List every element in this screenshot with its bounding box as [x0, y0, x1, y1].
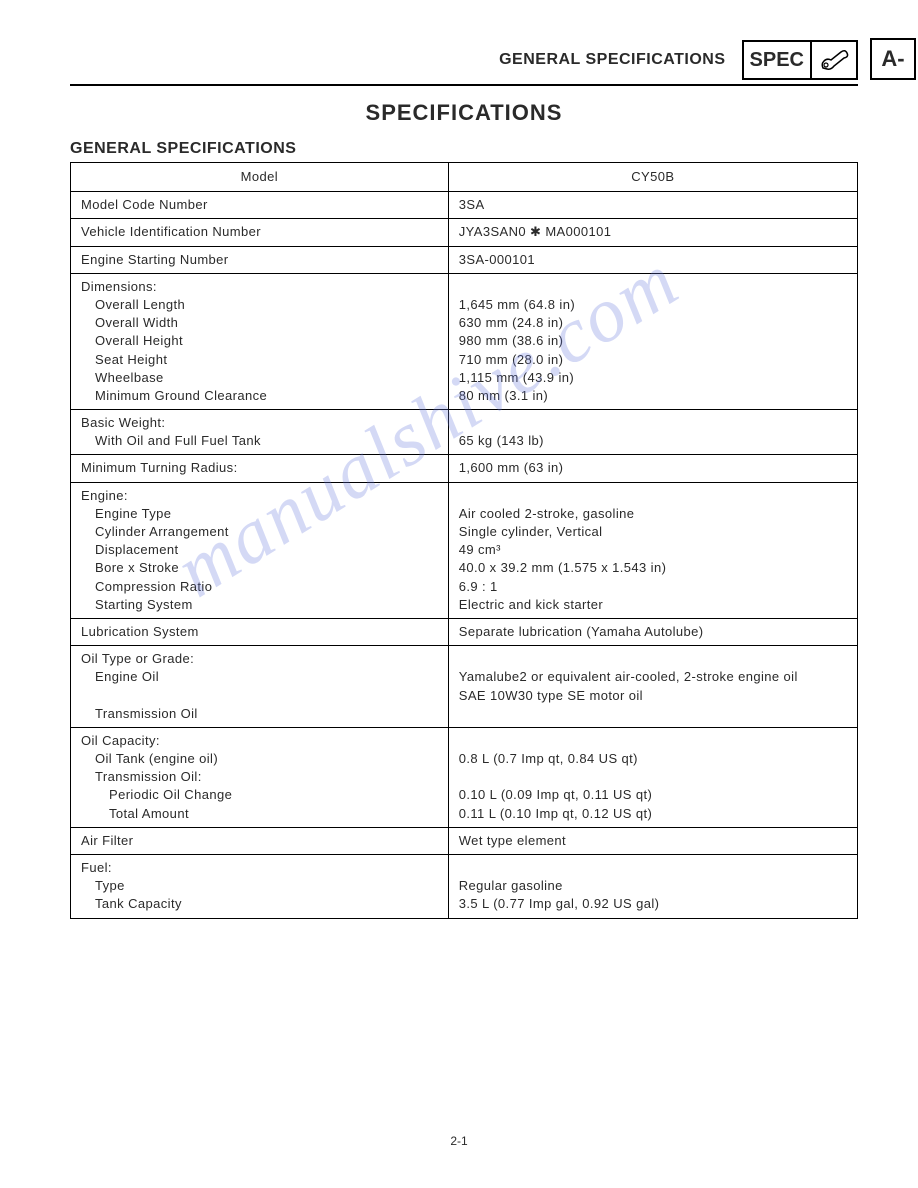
- sub-label: Compression Ratio: [81, 578, 438, 596]
- cell-value: 3SA: [448, 192, 857, 219]
- sub-label: Seat Height: [81, 351, 438, 369]
- table-row: Minimum Turning Radius: 1,600 mm (63 in): [71, 455, 858, 482]
- col-header-value: CY50B: [448, 163, 857, 192]
- col-header-model: Model: [71, 163, 449, 192]
- table-row-fuel: Fuel: Type Tank Capacity Regular gasolin…: [71, 855, 858, 919]
- sub-label: Tank Capacity: [81, 895, 438, 913]
- cell-value: 0.8 L (0.7 Imp qt, 0.84 US qt) 0.10 L (0…: [448, 727, 857, 827]
- sub-value: 0.10 L (0.09 Imp qt, 0.11 US qt): [459, 786, 847, 804]
- sub-label: Periodic Oil Change: [81, 786, 438, 804]
- group-header: Oil Capacity:: [81, 733, 160, 748]
- sub-value: 1,645 mm (64.8 in): [459, 296, 847, 314]
- sub-value: 49 cm³: [459, 541, 847, 559]
- cell-label: Minimum Turning Radius:: [71, 455, 449, 482]
- sub-label: Wheelbase: [81, 369, 438, 387]
- sub-value: 980 mm (38.6 in): [459, 332, 847, 350]
- sub-value: Regular gasoline: [459, 877, 847, 895]
- sub-value: 6.9 : 1: [459, 578, 847, 596]
- cell-label: Air Filter: [71, 827, 449, 854]
- cell-value: 1,600 mm (63 in): [448, 455, 857, 482]
- cell-value: 3SA-000101: [448, 246, 857, 273]
- sub-label: Overall Length: [81, 296, 438, 314]
- sub-value: 710 mm (28.0 in): [459, 351, 847, 369]
- sub-label: Displacement: [81, 541, 438, 559]
- cell-value: JYA3SAN0 ✱ MA000101: [448, 219, 857, 246]
- sub-value: SAE 10W30 type SE motor oil: [459, 687, 847, 705]
- sub-value: 1,115 mm (43.9 in): [459, 369, 847, 387]
- sub-value: 80 mm (3.1 in): [459, 387, 847, 405]
- sub-label: Transmission Oil:: [81, 768, 438, 786]
- cell-value: Wet type element: [448, 827, 857, 854]
- cell-value: 1,645 mm (64.8 in) 630 mm (24.8 in) 980 …: [448, 273, 857, 409]
- page-number: 2-1: [0, 1134, 918, 1148]
- table-row: Air Filter Wet type element: [71, 827, 858, 854]
- table-row-oil-capacity: Oil Capacity: Oil Tank (engine oil) Tran…: [71, 727, 858, 827]
- sub-label: Bore x Stroke: [81, 559, 438, 577]
- sub-label: With Oil and Full Fuel Tank: [81, 432, 438, 450]
- sub-value: Air cooled 2-stroke, gasoline: [459, 505, 847, 523]
- table-row-oil-type: Oil Type or Grade: Engine Oil Transmissi…: [71, 646, 858, 728]
- table-row: Model Code Number 3SA: [71, 192, 858, 219]
- cell-value: Separate lubrication (Yamaha Autolube): [448, 618, 857, 645]
- sub-label: Engine Oil: [81, 668, 438, 686]
- cell-label: Lubrication System: [71, 618, 449, 645]
- sub-label: Cylinder Arrangement: [81, 523, 438, 541]
- sub-value: 0.11 L (0.10 Imp qt, 0.12 US qt): [459, 805, 847, 823]
- sub-value: 630 mm (24.8 in): [459, 314, 847, 332]
- table-row: Engine Starting Number 3SA-000101: [71, 246, 858, 273]
- sub-value: Yamalube2 or equivalent air-cooled, 2-st…: [459, 668, 847, 686]
- cell-value: 65 kg (143 lb): [448, 410, 857, 455]
- cell-label: Oil Type or Grade: Engine Oil Transmissi…: [71, 646, 449, 728]
- sub-value: 40.0 x 39.2 mm (1.575 x 1.543 in): [459, 559, 847, 577]
- sub-label: Oil Tank (engine oil): [81, 750, 438, 768]
- cell-label: Oil Capacity: Oil Tank (engine oil) Tran…: [71, 727, 449, 827]
- sub-label: Minimum Ground Clearance: [81, 387, 438, 405]
- spec-box: SPEC: [742, 40, 858, 80]
- sub-value: 0.8 L (0.7 Imp qt, 0.84 US qt): [459, 750, 847, 768]
- sub-label: Overall Width: [81, 314, 438, 332]
- sub-label: Total Amount: [81, 805, 438, 823]
- sub-label: Overall Height: [81, 332, 438, 350]
- specifications-table: Model CY50B Model Code Number 3SA Vehicl…: [70, 162, 858, 919]
- cell-label: Dimensions: Overall Length Overall Width…: [71, 273, 449, 409]
- group-header: Dimensions:: [81, 279, 157, 294]
- page-header-row: GENERAL SPECIFICATIONS SPEC: [70, 40, 858, 80]
- cell-value: Regular gasoline 3.5 L (0.77 Imp gal, 0.…: [448, 855, 857, 919]
- table-row: Vehicle Identification Number JYA3SAN0 ✱…: [71, 219, 858, 246]
- group-header: Oil Type or Grade:: [81, 651, 194, 666]
- group-header: Engine:: [81, 488, 128, 503]
- group-header: Fuel:: [81, 860, 112, 875]
- page-header-text: GENERAL SPECIFICATIONS: [499, 51, 725, 69]
- sub-value: 65 kg (143 lb): [459, 433, 544, 448]
- sub-value: 3.5 L (0.77 Imp gal, 0.92 US gal): [459, 895, 847, 913]
- sub-value: Single cylinder, Vertical: [459, 523, 847, 541]
- cell-label: Vehicle Identification Number: [71, 219, 449, 246]
- group-header: Basic Weight:: [81, 415, 165, 430]
- table-row-dimensions: Dimensions: Overall Length Overall Width…: [71, 273, 858, 409]
- table-header-row: Model CY50B: [71, 163, 858, 192]
- cell-label: Engine: Engine Type Cylinder Arrangement…: [71, 482, 449, 618]
- sub-label: Engine Type: [81, 505, 438, 523]
- cell-value: Air cooled 2-stroke, gasoline Single cyl…: [448, 482, 857, 618]
- sub-label: Starting System: [81, 596, 438, 614]
- cell-label: Engine Starting Number: [71, 246, 449, 273]
- table-row: Lubrication System Separate lubrication …: [71, 618, 858, 645]
- cell-label: Fuel: Type Tank Capacity: [71, 855, 449, 919]
- table-row-engine: Engine: Engine Type Cylinder Arrangement…: [71, 482, 858, 618]
- page-container: GENERAL SPECIFICATIONS SPEC SPECIFICATIO…: [0, 0, 918, 959]
- header-divider: [70, 84, 858, 86]
- wrench-icon: [812, 42, 856, 78]
- sub-label: Type: [81, 877, 438, 895]
- sub-label: Transmission Oil: [81, 705, 438, 723]
- cell-label: Model Code Number: [71, 192, 449, 219]
- cell-label: Basic Weight: With Oil and Full Fuel Tan…: [71, 410, 449, 455]
- cell-value: Yamalube2 or equivalent air-cooled, 2-st…: [448, 646, 857, 728]
- table-row-weight: Basic Weight: With Oil and Full Fuel Tan…: [71, 410, 858, 455]
- main-title: SPECIFICATIONS: [70, 100, 858, 126]
- section-title: GENERAL SPECIFICATIONS: [70, 140, 858, 158]
- spec-label: SPEC: [744, 42, 812, 78]
- sub-value: Electric and kick starter: [459, 596, 847, 614]
